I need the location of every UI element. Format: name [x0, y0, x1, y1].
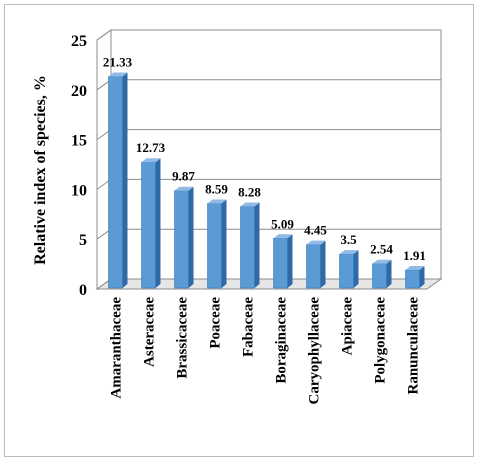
y-tick-label: 10: [71, 182, 87, 199]
y-tick-label: 25: [71, 33, 87, 50]
y-axis-ticks: 0 5 10 15 20 25: [71, 33, 87, 299]
y-tick-label: 20: [71, 83, 87, 100]
bar-side: [386, 259, 392, 288]
bar: [240, 206, 255, 289]
chart-frame: 0 5 10 15 20 25 21.33 12.73 9.87 8.59 8.28 5.09 4.4…: [4, 4, 474, 457]
bar-top: [306, 240, 326, 245]
data-labels: 21.33 12.73 9.87 8.59 8.28 5.09 4.45 3.5 2.54 1.9…: [103, 55, 426, 263]
bar-side: [419, 265, 425, 288]
category-label: Asteraceae: [142, 297, 158, 367]
bar: [339, 253, 354, 289]
data-label: 5.09: [271, 216, 294, 231]
bar: [372, 263, 387, 289]
bar-side: [221, 199, 227, 288]
bar-top: [141, 158, 161, 163]
data-label: 21.33: [103, 55, 133, 70]
bar-top: [372, 259, 392, 264]
bar: [273, 238, 288, 289]
data-label: 12.73: [136, 140, 166, 155]
data-label: 2.54: [370, 242, 393, 257]
category-label: Fabaceae: [241, 297, 257, 357]
category-label: Caryophyllaceae: [307, 297, 323, 405]
bar-side: [254, 202, 260, 288]
bar: [174, 190, 189, 289]
bar-top: [207, 199, 227, 204]
category-label: Apiaceae: [340, 297, 356, 356]
bars: [108, 72, 425, 289]
y-tick-label: 0: [79, 282, 87, 299]
data-label: 3.5: [340, 232, 357, 247]
y-tick-label: 5: [79, 232, 87, 249]
data-label: 8.59: [205, 181, 228, 196]
bar-side: [155, 158, 161, 288]
bar: [141, 161, 156, 289]
y-axis-label: Relative index of species, %: [32, 75, 49, 265]
bar-side: [188, 186, 194, 288]
bar-chart: 0 5 10 15 20 25 21.33 12.73 9.87 8.59 8.28 5.09 4.4…: [32, 29, 443, 405]
data-label: 1.91: [403, 248, 426, 263]
bar: [306, 244, 321, 289]
bar-top: [273, 234, 293, 239]
bar: [207, 203, 222, 289]
data-label: 8.28: [238, 185, 261, 200]
category-labels: Amaranthaceae Asteraceae Brassicaceae Poace…: [109, 297, 422, 405]
bar: [405, 269, 420, 289]
bar-side: [353, 250, 359, 288]
bar-side: [287, 234, 293, 288]
category-label: Poaceae: [208, 297, 224, 349]
y-tick-label: 15: [71, 133, 87, 150]
gridline-diag: [96, 29, 112, 41]
category-label: Brassicaceae: [175, 297, 191, 379]
bar-top: [405, 265, 425, 270]
category-label: Ranunculaceae: [406, 297, 422, 395]
bar-side: [122, 72, 128, 289]
data-label: 4.45: [304, 223, 327, 238]
bar-top: [339, 250, 359, 255]
bar-side: [320, 240, 326, 288]
bar-top: [108, 72, 128, 77]
category-label: Amaranthaceae: [109, 297, 125, 399]
bar-top: [174, 186, 194, 191]
bar-top: [240, 202, 260, 207]
bar: [108, 76, 123, 289]
category-label: Boraginaceae: [274, 297, 290, 384]
data-label: 9.87: [172, 169, 195, 184]
category-label: Polygonaceae: [373, 297, 389, 384]
